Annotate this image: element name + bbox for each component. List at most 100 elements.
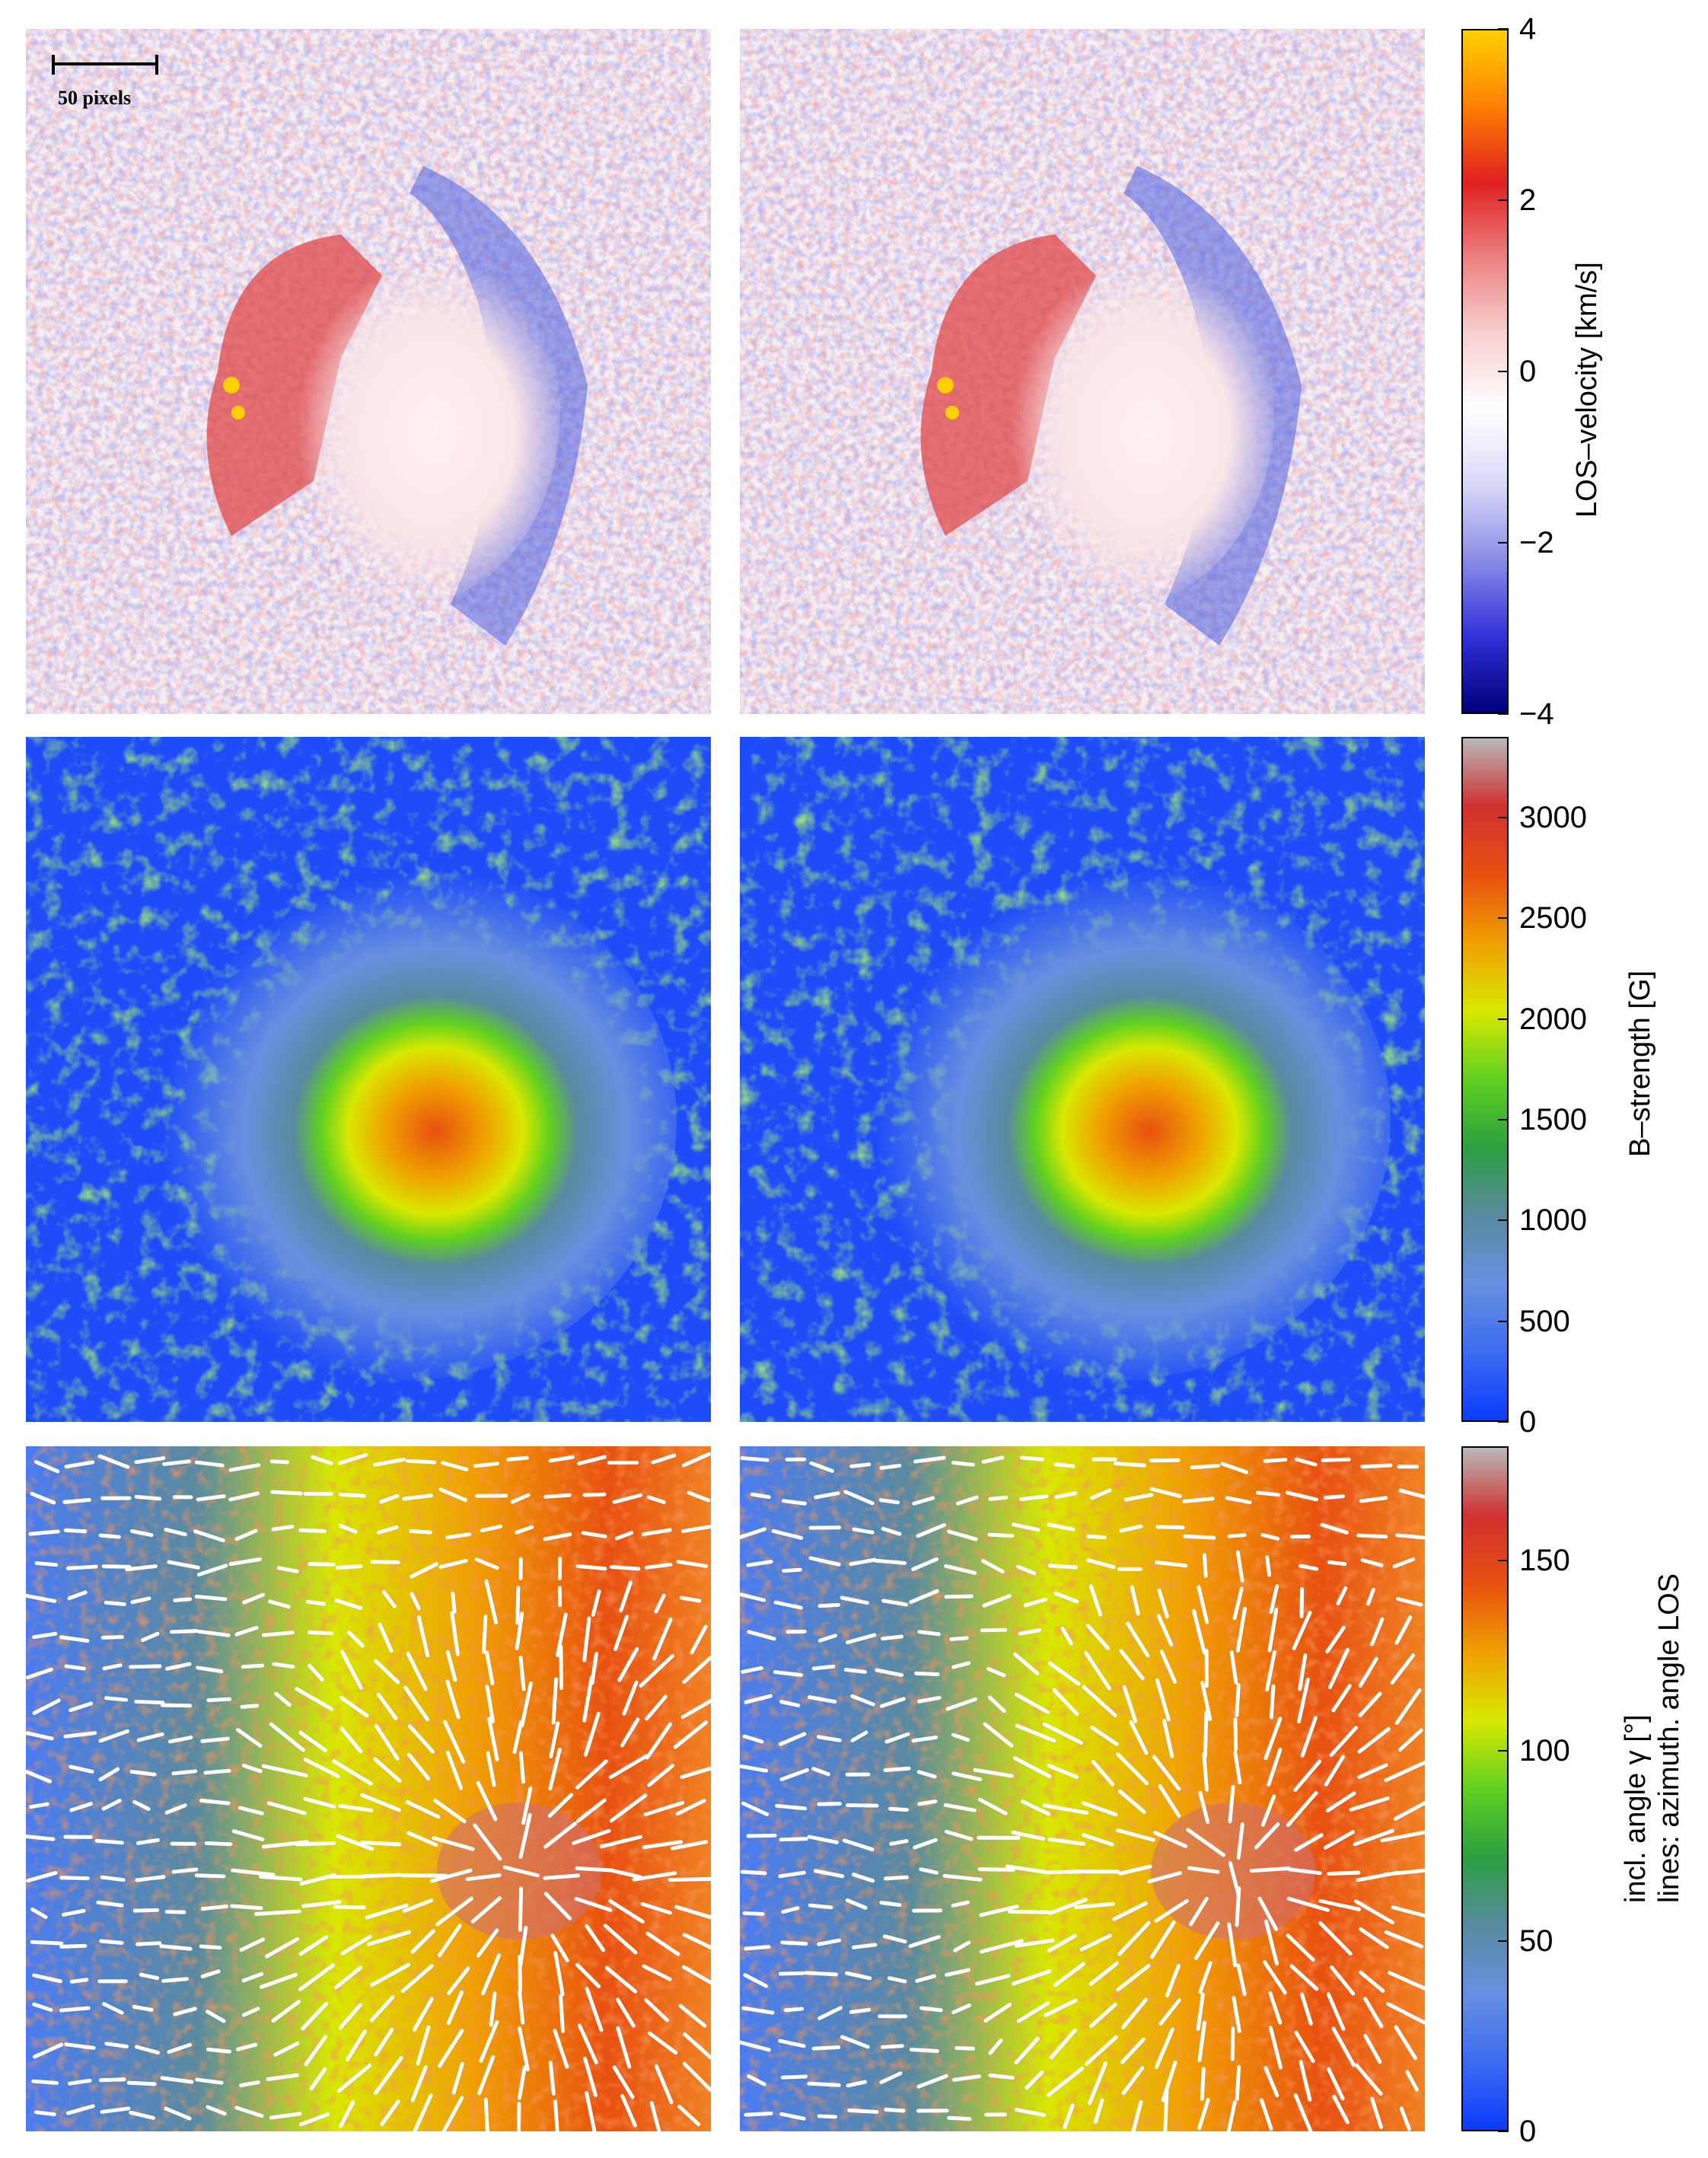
colorbar-tick-label: 0 (1519, 2115, 1537, 2148)
azimuth-line (433, 1798, 467, 1824)
azimuth-line (1269, 1584, 1279, 1615)
azimuth-line (360, 1873, 402, 1879)
azimuth-line (465, 1873, 502, 1882)
azimuth-line (599, 1834, 643, 1849)
azimuth-line (1016, 2001, 1050, 2023)
azimuth-line (613, 1615, 629, 1651)
azimuth-line (884, 1875, 909, 1881)
azimuth-line (1158, 1783, 1181, 1818)
azimuth-line (916, 1770, 937, 1779)
azimuth-line (944, 1594, 973, 1599)
azimuth-line (1082, 1833, 1114, 1847)
azimuth-line (1286, 1896, 1330, 1912)
azimuth-line (1363, 1997, 1384, 2029)
azimuth-line (403, 1685, 430, 1722)
azimuth-line (1131, 2099, 1143, 2131)
azimuth-line (100, 2106, 131, 2114)
azimuth-line (909, 2048, 940, 2053)
azimuth-line (125, 1564, 158, 1572)
azimuth-line (1149, 1487, 1182, 1498)
azimuth-line (1323, 1830, 1356, 1850)
azimuth-line (849, 1462, 872, 1468)
azimuth-line (982, 1594, 1012, 1608)
azimuth-line (646, 1495, 666, 1504)
azimuth-line (32, 1698, 61, 1716)
azimuth-line (437, 2029, 464, 2068)
azimuth-line (750, 1492, 771, 1500)
azimuth-line (1155, 1525, 1185, 1530)
azimuth-line (69, 1978, 89, 1984)
azimuth-line (744, 1694, 773, 1704)
azimuth-line (239, 1937, 266, 1952)
azimuth-line (518, 1655, 526, 1691)
azimuth-line (846, 2080, 868, 2088)
azimuth-line (1397, 1728, 1423, 1752)
azimuth-line (228, 1557, 263, 1567)
colorbar-tick-label: 500 (1519, 1304, 1570, 1338)
azimuth-line (1326, 1992, 1346, 2032)
azimuth-line (988, 2038, 1003, 2055)
azimuth-line (1192, 1608, 1206, 1655)
azimuth-line (309, 2067, 327, 2091)
azimuth-line (1289, 1964, 1319, 1991)
azimuth-line (875, 1668, 904, 1677)
colorbar-tick-mark (1498, 28, 1509, 30)
azimuth-line (1267, 1747, 1283, 1787)
azimuth-line (381, 1589, 397, 1608)
azimuth-line (298, 1935, 329, 1956)
azimuth-line (199, 1798, 231, 1806)
azimuth-line (543, 1873, 581, 1880)
azimuth-line (816, 1735, 842, 1742)
azimuth-line (132, 1908, 160, 1913)
azimuth-line (338, 1803, 374, 1812)
azimuth-line (1015, 1723, 1056, 1743)
azimuth-line (235, 2042, 258, 2051)
azimuth-line (1086, 1534, 1107, 1540)
azimuth-line (617, 1646, 639, 1682)
azimuth-line (339, 1695, 369, 1718)
azimuth-line (380, 2099, 400, 2126)
azimuth-line (553, 2099, 559, 2131)
azimuth-line (487, 1717, 499, 1761)
azimuth-line (652, 1617, 673, 1661)
azimuth-line (1182, 1497, 1215, 1503)
azimuth-line (1047, 1522, 1075, 1532)
azimuth-line (520, 1681, 533, 1728)
azimuth-line (269, 1722, 305, 1752)
azimuth-line (1155, 1678, 1171, 1722)
azimuth-line (298, 1963, 335, 1991)
azimuth-line (743, 1973, 768, 1988)
azimuth-line (1019, 1455, 1045, 1462)
azimuth-line (543, 1493, 572, 1499)
azimuth-line (620, 2094, 637, 2128)
azimuth-line (585, 1987, 604, 2032)
azimuth-line (953, 1940, 971, 1952)
azimuth-line (808, 1903, 833, 1910)
colorbar-tick-mark (1498, 816, 1509, 818)
azimuth-line (1129, 1720, 1149, 1755)
azimuth-line (98, 1533, 122, 1539)
azimuth-line (951, 1900, 970, 1908)
azimuth-line (373, 1757, 402, 1783)
azimuth-line (1154, 2027, 1174, 2070)
azimuth-line (409, 1529, 432, 1535)
azimuth-line (878, 1498, 900, 1505)
azimuth-line (807, 2081, 841, 2087)
azimuth-line (808, 1556, 841, 1567)
azimuth-line (1157, 1588, 1169, 1619)
azimuth-line (881, 1526, 902, 1536)
azimuth-line (942, 1873, 983, 1882)
azimuth-line (913, 1838, 938, 1850)
azimuth-line (779, 1700, 801, 1707)
azimuth-line (616, 2026, 632, 2069)
azimuth-line (640, 1901, 672, 1915)
azimuth-line (1325, 1625, 1346, 1654)
azimuth-line (69, 1764, 94, 1774)
azimuth-line (26, 1731, 54, 1741)
azimuth-line (773, 1670, 804, 1678)
azimuth-line (1235, 2064, 1241, 2102)
azimuth-line (374, 1659, 400, 1685)
azimuth-line (1320, 1522, 1349, 1535)
azimuth-line (742, 1911, 765, 1916)
azimuth-line (268, 1599, 291, 1609)
